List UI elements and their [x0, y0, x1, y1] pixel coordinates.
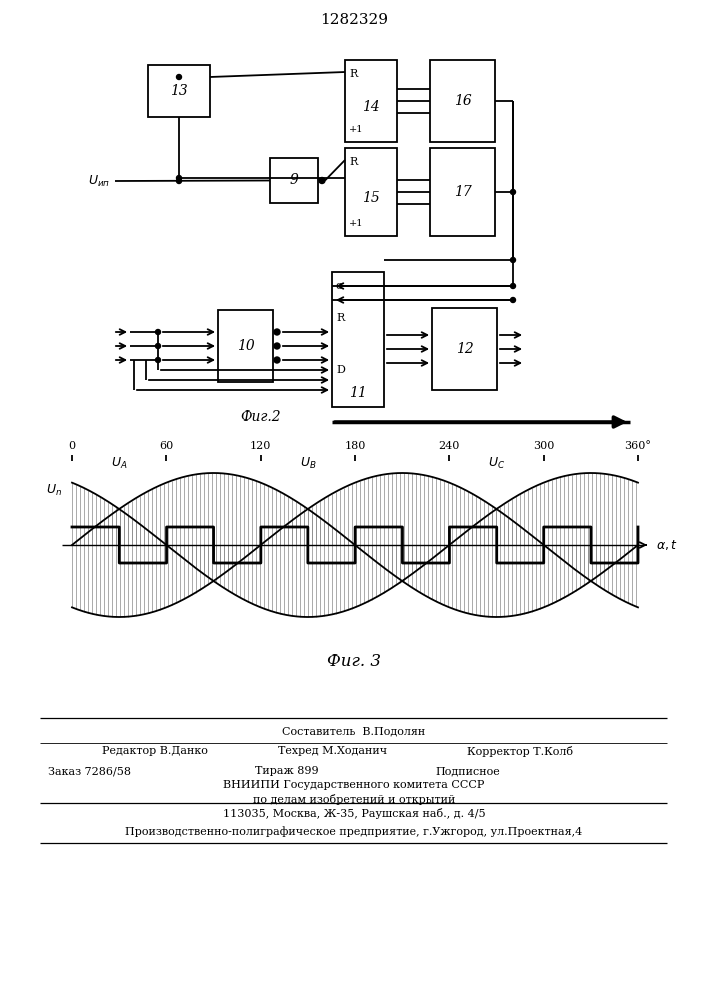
- Text: 180: 180: [344, 441, 366, 451]
- Text: Производственно-полиграфическое предприятие, г.Ужгород, ул.Проектная,4: Производственно-полиграфическое предприя…: [125, 826, 583, 837]
- Circle shape: [156, 344, 160, 349]
- Text: Фиг. 3: Фиг. 3: [327, 654, 381, 670]
- Text: 11: 11: [349, 386, 367, 400]
- Bar: [218, 310, 273, 382]
- Bar: [332, 272, 384, 407]
- Text: 15: 15: [362, 191, 380, 205]
- Text: 60: 60: [159, 441, 173, 451]
- Circle shape: [510, 284, 515, 288]
- Text: +1: +1: [349, 125, 363, 134]
- Text: Редактор В.Данко: Редактор В.Данко: [102, 746, 208, 756]
- Text: $\alpha, t$: $\alpha, t$: [656, 538, 678, 552]
- Bar: [430, 148, 495, 236]
- Text: по делам изобретений и открытий: по делам изобретений и открытий: [253, 794, 455, 805]
- Text: R: R: [349, 69, 357, 79]
- Bar: [430, 60, 495, 142]
- Text: 12: 12: [455, 342, 474, 356]
- Text: Техред М.Ходанич: Техред М.Ходанич: [278, 746, 387, 756]
- Text: 1282329: 1282329: [320, 13, 388, 27]
- Text: Подписное: Подписное: [435, 766, 500, 776]
- Circle shape: [177, 176, 182, 180]
- Circle shape: [177, 75, 182, 80]
- Text: Составитель  В.Подолян: Составитель В.Подолян: [282, 726, 426, 736]
- Text: 9: 9: [290, 174, 298, 188]
- Text: 10: 10: [237, 339, 255, 353]
- Text: 16: 16: [454, 94, 472, 108]
- Text: $U_{ип}$: $U_{ип}$: [88, 173, 110, 189]
- Text: 113035, Москва, Ж-35, Раушская наб., д. 4/5: 113035, Москва, Ж-35, Раушская наб., д. …: [223, 808, 485, 819]
- Bar: [148, 65, 210, 117]
- Bar: [270, 158, 318, 203]
- Bar: [432, 308, 497, 390]
- Circle shape: [156, 330, 160, 334]
- Circle shape: [274, 343, 280, 349]
- Circle shape: [510, 298, 515, 302]
- Text: R: R: [349, 157, 357, 167]
- Text: Заказ 7286/58: Заказ 7286/58: [48, 766, 131, 776]
- Text: +1: +1: [349, 219, 363, 228]
- Circle shape: [177, 178, 182, 184]
- Text: $U_n$: $U_n$: [46, 483, 62, 498]
- Circle shape: [156, 358, 160, 362]
- Text: c: c: [336, 281, 342, 291]
- Text: 0: 0: [69, 441, 76, 451]
- Circle shape: [319, 178, 325, 184]
- Text: 14: 14: [362, 100, 380, 114]
- Text: R: R: [336, 313, 344, 323]
- Bar: [345, 148, 397, 236]
- Text: $U_C$: $U_C$: [488, 456, 505, 471]
- Text: 360°: 360°: [624, 441, 651, 451]
- Text: 13: 13: [170, 84, 188, 98]
- Text: 17: 17: [454, 185, 472, 199]
- Circle shape: [274, 357, 280, 363]
- Circle shape: [510, 190, 515, 194]
- Text: Фиг.2: Фиг.2: [240, 410, 281, 424]
- Text: 120: 120: [250, 441, 271, 451]
- Bar: [345, 60, 397, 142]
- Text: $U_B$: $U_B$: [300, 456, 316, 471]
- Text: Корректор Т.Колб: Корректор Т.Колб: [467, 746, 573, 757]
- Text: $U_A$: $U_A$: [111, 456, 127, 471]
- Text: D: D: [336, 365, 345, 375]
- Circle shape: [274, 329, 280, 335]
- Circle shape: [510, 257, 515, 262]
- Text: Тираж 899: Тираж 899: [255, 766, 319, 776]
- Text: 300: 300: [533, 441, 554, 451]
- Text: 240: 240: [438, 441, 460, 451]
- Text: ВНИИПИ Государственного комитета СССР: ВНИИПИ Государственного комитета СССР: [223, 780, 485, 790]
